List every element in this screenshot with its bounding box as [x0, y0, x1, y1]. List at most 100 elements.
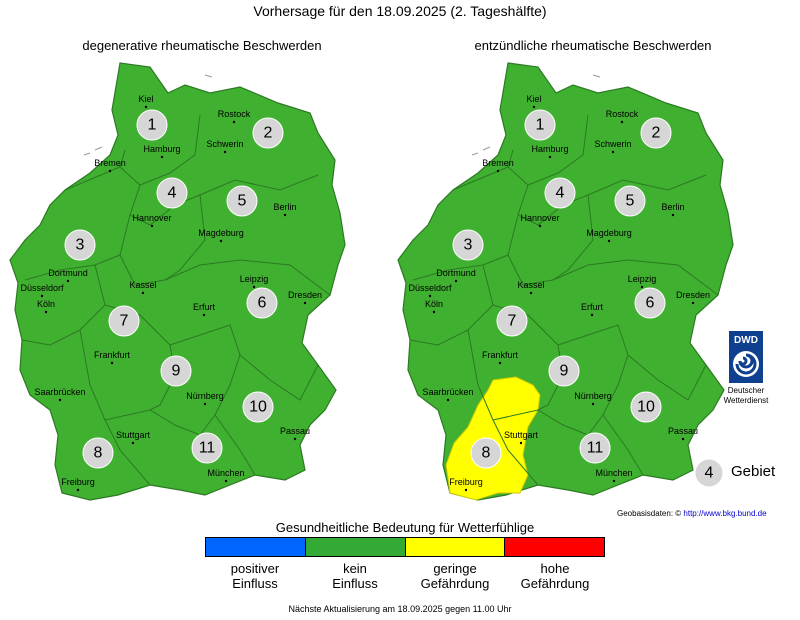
region-number: 10	[249, 399, 267, 416]
region-badge: 1	[136, 109, 168, 141]
region-number: 4	[556, 185, 565, 202]
city-label: Düsseldorf	[20, 283, 64, 293]
city-dot	[611, 150, 615, 154]
region-number: 1	[536, 117, 545, 134]
city-dot	[66, 279, 70, 283]
key-region-badge: 4	[694, 458, 724, 488]
city-dot	[202, 313, 206, 317]
map-degenerative: Kiel Rostock Hamburg Schwerin Bremen Hannover…	[9, 62, 346, 501]
city-dot	[691, 301, 695, 305]
city-dot	[591, 402, 595, 406]
geodata-credit: Geobasisdaten: © http://www.bkg.bund.de	[617, 509, 767, 518]
city-label: Hamburg	[531, 144, 568, 154]
region-badge: 4	[544, 177, 576, 209]
city-dot	[141, 291, 145, 295]
map-title-degenerative: degenerative rheumatische Beschwerden	[82, 38, 322, 53]
region-number: 11	[199, 440, 216, 457]
city-label: Hamburg	[143, 144, 180, 154]
city-label: Dortmund	[436, 268, 476, 278]
city-dot	[548, 155, 552, 159]
city-dot	[232, 120, 236, 124]
legend-label-line: Gefährdung	[520, 576, 590, 591]
city-label: Berlin	[661, 202, 684, 212]
region-badge: 10	[630, 391, 662, 423]
map-entzuendlich: Kiel Rostock Hamburg Schwerin Bremen Hannover…	[397, 62, 734, 501]
region-number: 9	[560, 363, 569, 380]
legend-label-line: Gefährdung	[420, 576, 490, 591]
geodata-label: Geobasisdaten: ©	[617, 509, 682, 518]
region-border	[199, 174, 319, 196]
city-label: Nürnberg	[574, 391, 612, 401]
region-number: 8	[482, 445, 491, 462]
region-badge: 8	[82, 437, 114, 469]
region-border	[602, 414, 644, 476]
region-number: 11	[587, 440, 604, 457]
region-number: 3	[76, 237, 85, 254]
city-label: Freiburg	[61, 477, 95, 487]
map-title-entzuendlich: entzündliche rheumatische Beschwerden	[474, 38, 712, 53]
key-region-label: Gebiet	[731, 463, 776, 480]
city-label: Kiel	[138, 94, 153, 104]
city-dot	[620, 120, 624, 124]
region-8-highlight	[445, 376, 541, 501]
legend-label-none: kein Einfluss	[305, 561, 405, 591]
city-label: Kiel	[526, 94, 541, 104]
city-label: Hannover	[132, 213, 171, 223]
region-border	[507, 149, 514, 168]
city-label: Freiburg	[449, 477, 483, 487]
city-label: Saarbrücken	[34, 387, 85, 397]
city-dot	[76, 488, 80, 492]
city-dot	[283, 213, 287, 217]
city-dot	[432, 310, 436, 314]
region-badge: 8	[470, 437, 502, 469]
region-number: 7	[508, 313, 517, 330]
region-border	[119, 214, 166, 286]
dwd-line2: Wetterdienst	[723, 396, 769, 405]
region-number: 9	[172, 363, 181, 380]
dwd-logo[interactable]: DWD	[729, 331, 763, 383]
city-dot	[303, 301, 307, 305]
city-dot	[454, 279, 458, 283]
region-badge: 5	[614, 185, 646, 217]
region-number: 7	[120, 313, 129, 330]
city-label: Frankfurt	[482, 350, 519, 360]
city-dot	[144, 105, 148, 109]
legend-swatch-high-risk	[505, 538, 604, 556]
city-dot	[252, 285, 256, 289]
legend-title: Gesundheitliche Bedeutung für Wetterfühl…	[275, 520, 535, 535]
region-border	[552, 259, 719, 296]
city-label: Hannover	[520, 213, 559, 223]
legend-label-positive: positiver Einfluss	[205, 561, 305, 591]
region-badge: 11	[191, 432, 223, 464]
city-label: München	[207, 468, 244, 478]
city-label: Frankfurt	[94, 350, 131, 360]
region-badge: 2	[252, 117, 284, 149]
city-dot	[44, 310, 48, 314]
dwd-caption: Deutscher Wetterdienst	[712, 386, 780, 406]
city-dot	[640, 285, 644, 289]
geodata-link[interactable]: http://www.bkg.bund.de	[683, 509, 767, 518]
city-label: Bremen	[94, 158, 126, 168]
region-badge: 4	[156, 177, 188, 209]
city-dot	[681, 437, 685, 441]
region-number: 2	[652, 125, 661, 142]
region-border	[194, 114, 201, 156]
legend-swatch-low-risk	[405, 538, 506, 556]
region-badge: 9	[548, 355, 580, 387]
city-label: Nürnberg	[186, 391, 224, 401]
region-border	[119, 149, 126, 168]
region-border	[552, 194, 594, 281]
city-label: Saarbrücken	[422, 387, 473, 397]
germany-landmass	[397, 62, 734, 501]
city-label: Rostock	[218, 109, 251, 119]
legend-label-low-risk: geringe Gefährdung	[405, 561, 505, 591]
city-label: Passau	[280, 426, 310, 436]
city-dot	[150, 224, 154, 228]
region-badge: 9	[160, 355, 192, 387]
city-dot	[464, 488, 468, 492]
region-badge: 3	[64, 229, 96, 261]
city-dot	[223, 150, 227, 154]
city-dot	[203, 402, 207, 406]
region-border	[627, 354, 707, 401]
city-dot	[293, 437, 297, 441]
